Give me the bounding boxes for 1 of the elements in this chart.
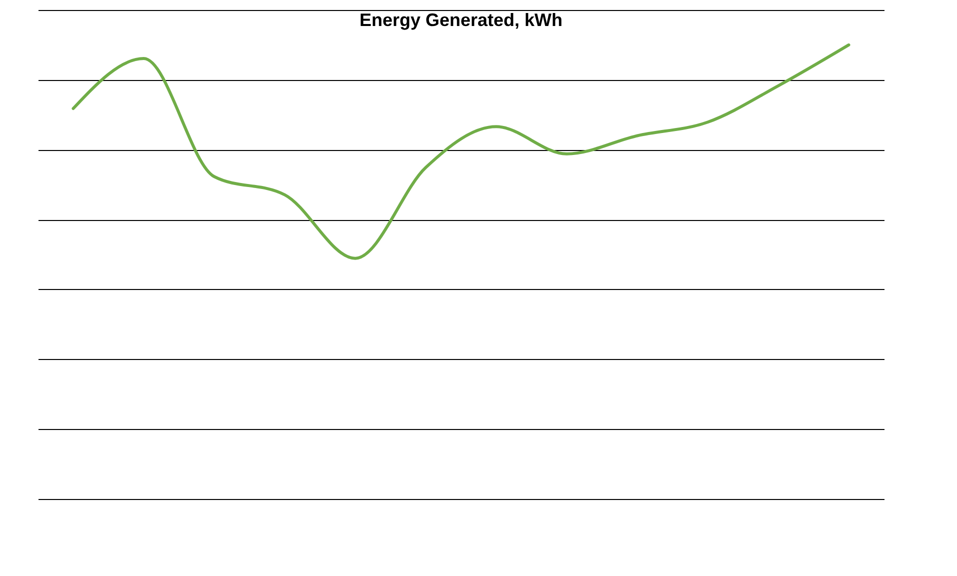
chart-title: Energy Generated, kWh <box>359 10 563 30</box>
